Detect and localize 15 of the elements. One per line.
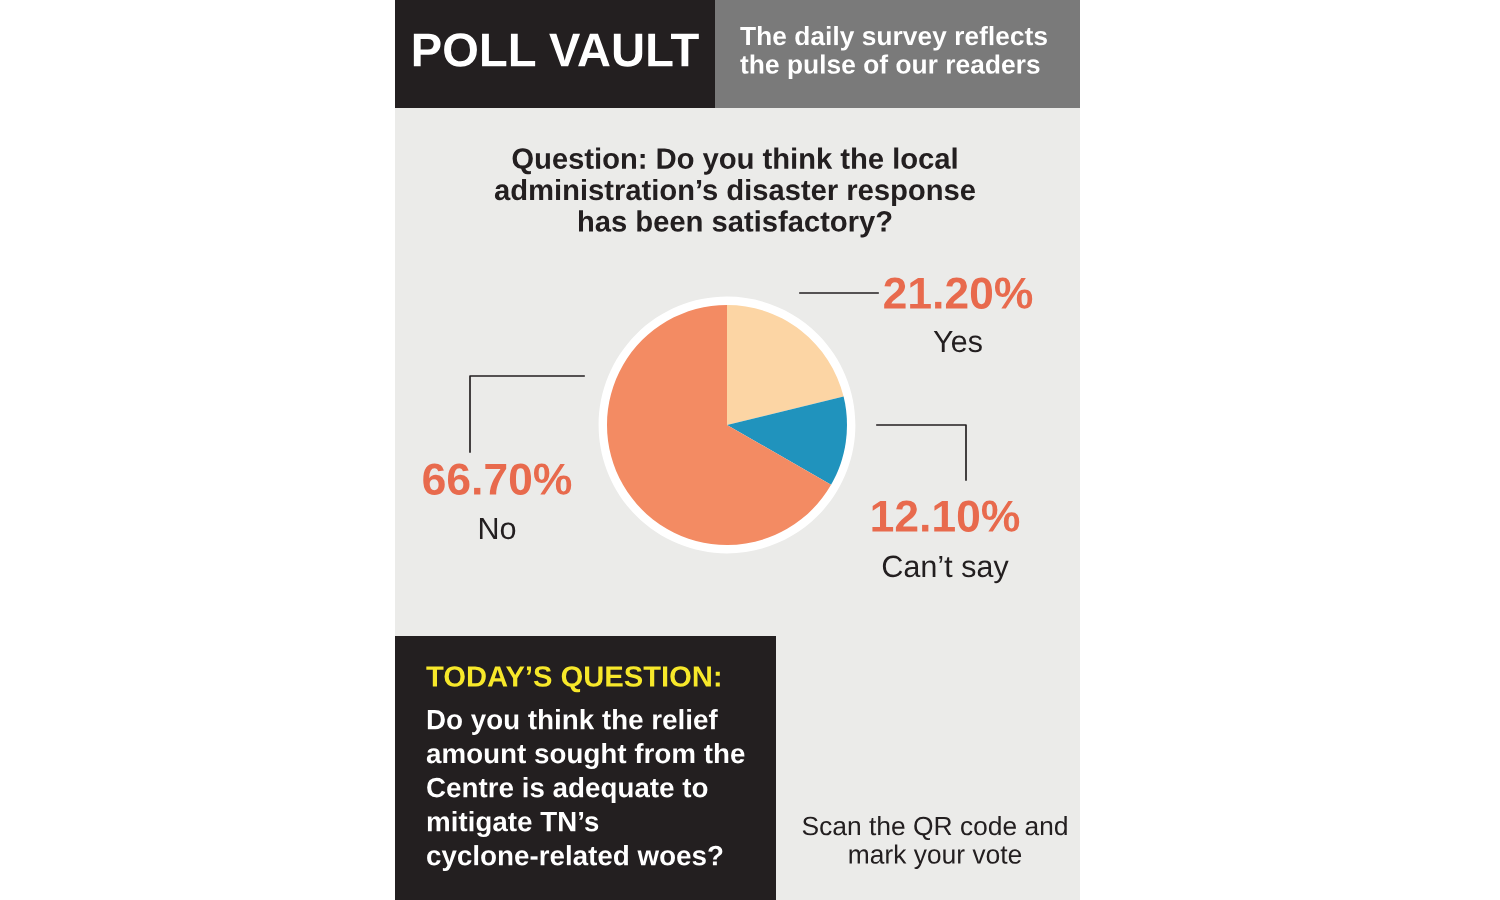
text: Scan the QR code and mark your vote	[802, 815, 1067, 870]
text: Question: Do you think the local administration’s disaster response has been satisfactory?	[494, 147, 975, 238]
text: Do you think the relief amount sought from the Centre is adequate to mitigate TN’s cyclone-related woes?	[426, 709, 745, 871]
pie-slice	[727, 305, 844, 425]
chart-subtitle: The daily survey reflects the pulse of our readers	[740, 25, 1047, 80]
pie-slice	[727, 396, 847, 485]
slice-label: Yes	[933, 330, 982, 353]
data-label: 21.20%	[884, 277, 1033, 309]
data-label: 12.10%	[872, 500, 1020, 532]
pie-slice	[607, 305, 832, 545]
slice-label: Can’t say	[882, 555, 1009, 584]
slice-label: No	[479, 517, 516, 540]
text: TODAY’S QUESTION:	[426, 666, 720, 693]
chart-title: POLL VAULT	[413, 33, 699, 67]
data-label: 66.70%	[423, 463, 572, 495]
